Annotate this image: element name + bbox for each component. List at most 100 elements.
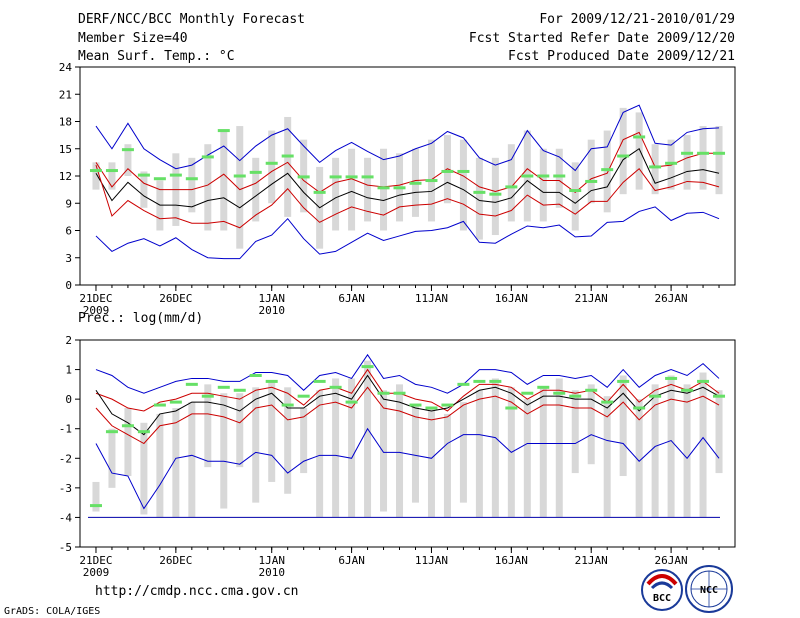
ensemble-box (683, 135, 691, 190)
y-tick-label: 24 (59, 61, 73, 74)
series-std-lower (95, 164, 720, 229)
ensemble-box (475, 157, 483, 240)
ensemble-box (332, 378, 340, 518)
x-tick-label: 16JAN (495, 292, 528, 305)
y-tick-label: 3 (65, 252, 72, 265)
x-tick-label: 26JAN (655, 292, 688, 305)
hindcast-marker (249, 373, 262, 377)
ensemble-box (603, 396, 611, 518)
series-max (95, 104, 720, 172)
grads-credit: GrADS: COLA/IGES (4, 606, 100, 617)
ensemble-box (380, 148, 388, 231)
ensemble-box (715, 390, 723, 474)
y-tick-label: 2 (65, 334, 72, 347)
hindcast-marker (281, 154, 294, 158)
hindcast-marker (297, 175, 310, 179)
ensemble-box (571, 390, 579, 474)
ensemble-box (491, 378, 499, 518)
bcc-logo: BCC (641, 569, 683, 611)
figure-title: DERF/NCC/BCC Monthly Forecast (78, 12, 305, 27)
y-tick-label: 18 (59, 116, 72, 129)
hindcast-marker (105, 430, 118, 434)
x-tick-label: 26DEC (159, 292, 192, 305)
hindcast-marker (297, 394, 310, 398)
ensemble-box (108, 428, 116, 488)
series-std-upper (95, 131, 720, 193)
hindcast-marker (137, 173, 150, 177)
member-size-label: Member Size=40 (78, 31, 188, 46)
hindcast-marker (681, 388, 694, 392)
hindcast-marker (185, 177, 198, 181)
ensemble-box (396, 384, 404, 518)
y-tick-label: 12 (59, 170, 72, 183)
ensemble-box (699, 126, 707, 190)
ensemble-box (268, 130, 276, 204)
x-tick-label: 1JAN (258, 554, 285, 567)
ensemble-box (491, 157, 499, 236)
y-tick-label: 1 (65, 364, 72, 377)
hindcast-marker (537, 385, 550, 389)
hindcast-marker (281, 403, 294, 407)
hindcast-marker (345, 175, 358, 179)
ensemble-box (92, 481, 100, 512)
hindcast-marker (377, 186, 390, 190)
hindcast-marker (393, 391, 406, 395)
forecast-produced-date: Fcst Produced Date 2009/12/21 (508, 49, 735, 64)
ensemble-box (571, 162, 579, 231)
y-tick-label: 0 (65, 393, 72, 406)
x-tick-year-label: 2010 (258, 304, 285, 317)
hindcast-marker (313, 379, 326, 383)
ensemble-box (348, 378, 356, 518)
y-tick-label: -2 (59, 452, 72, 465)
hindcast-marker (633, 135, 646, 139)
y-tick-label: -5 (59, 541, 72, 554)
hindcast-marker (553, 391, 566, 395)
ensemble-box (364, 360, 372, 518)
y-tick-label: 9 (65, 197, 72, 210)
hindcast-marker (441, 403, 454, 407)
hindcast-marker (169, 400, 182, 404)
ensemble-box (635, 399, 643, 518)
ensemble-box (715, 126, 723, 195)
hindcast-marker (681, 151, 694, 155)
ensemble-box (172, 408, 180, 518)
ensemble-box (635, 112, 643, 190)
hindcast-marker (697, 379, 710, 383)
hindcast-marker (169, 173, 182, 177)
x-tick-year-label: 2010 (258, 566, 285, 579)
ensemble-box (220, 130, 228, 231)
hindcast-marker (329, 385, 342, 389)
hindcast-marker (345, 400, 358, 404)
hindcast-marker (121, 424, 134, 428)
hindcast-marker (521, 174, 534, 178)
hindcast-marker (569, 394, 582, 398)
ensemble-box (683, 384, 691, 518)
ensemble-box (124, 144, 132, 176)
ensemble-box (284, 387, 292, 494)
hindcast-marker (585, 179, 598, 183)
ensemble-box (108, 162, 116, 190)
hindcast-marker (665, 376, 678, 380)
hindcast-marker (633, 406, 646, 410)
hindcast-marker (441, 169, 454, 173)
hindcast-marker (505, 406, 518, 410)
source-url[interactable]: http://cmdp.ncc.cma.gov.cn (95, 584, 299, 599)
hindcast-marker (457, 169, 470, 173)
ensemble-box (667, 375, 675, 518)
x-tick-label: 11JAN (415, 292, 448, 305)
series-min (95, 206, 720, 260)
series-mean (95, 148, 720, 209)
hindcast-marker (137, 430, 150, 434)
ensemble-box (140, 422, 148, 515)
hindcast-marker (425, 406, 438, 410)
hindcast-marker (265, 379, 278, 383)
hindcast-marker (521, 391, 534, 395)
hindcast-marker (393, 186, 406, 190)
y-tick-label: -1 (59, 423, 72, 436)
hindcast-marker (569, 189, 582, 193)
ensemble-box (124, 408, 132, 477)
hindcast-marker (105, 169, 118, 173)
ensemble-box (92, 162, 100, 190)
series-min (95, 427, 720, 510)
